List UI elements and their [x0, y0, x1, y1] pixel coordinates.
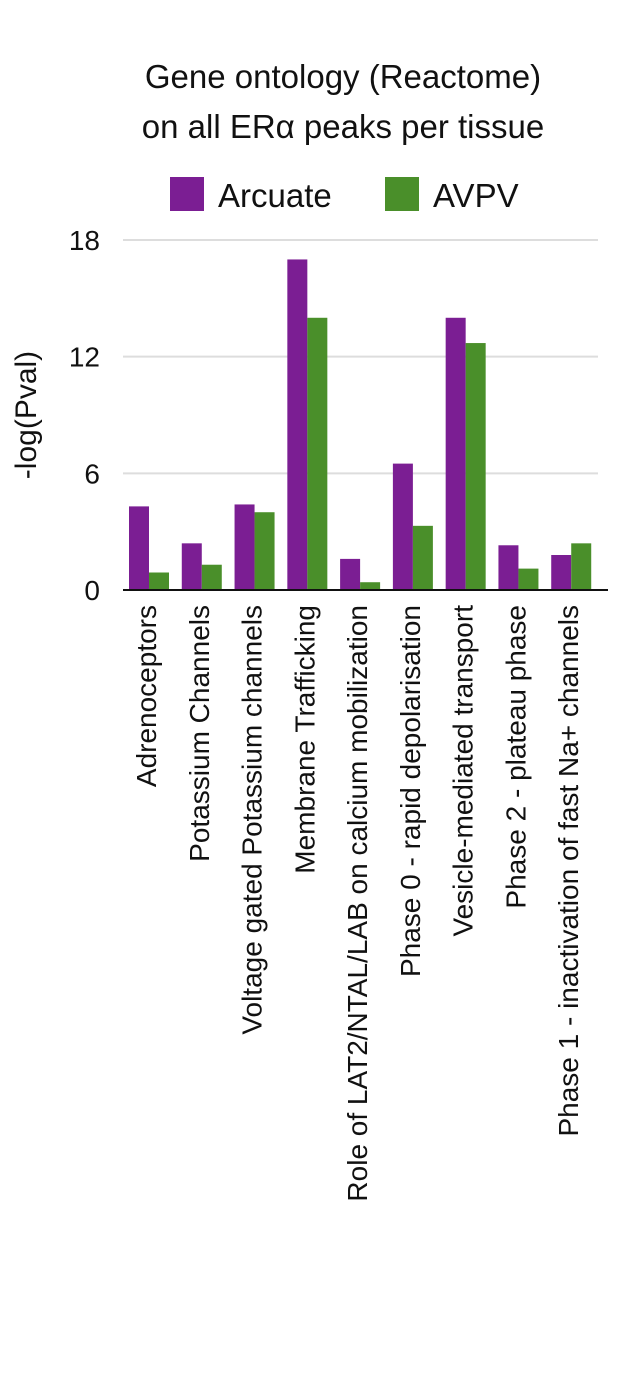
bar-avpv-5: [360, 582, 381, 590]
bar-arcuate-2: [181, 543, 202, 590]
bar-avpv-1: [149, 572, 169, 590]
bar-avpv-4: [307, 317, 328, 590]
bar-arcuate-7: [445, 317, 466, 590]
x-category-label: Adrenoceptors: [131, 605, 162, 787]
x-category-label: Phase 2 - plateau phase: [500, 605, 531, 909]
bar-avpv-2: [201, 564, 222, 590]
x-category-label: Phase 0 - rapid depolarisation: [395, 605, 426, 977]
y-tick-label: 0: [84, 575, 100, 606]
y-axis-ticks: 0 6 12 18: [69, 225, 100, 606]
x-category-label: Potassium Channels: [184, 605, 215, 862]
bar-arcuate-4: [287, 259, 308, 590]
legend-swatch-avpv: [385, 177, 419, 211]
bar-arcuate-8: [498, 545, 519, 590]
legend-swatch-arcuate: [170, 177, 204, 211]
gridlines: [123, 239, 598, 475]
y-tick-label: 6: [84, 458, 100, 489]
x-category-label: Phase 1 - inactivation of fast Na+ chann…: [553, 605, 584, 1137]
x-category-label: Vesicle-mediated transport: [448, 605, 479, 937]
legend-label-arcuate: Arcuate: [218, 177, 332, 214]
x-category-label: Membrane Trafficking: [289, 605, 320, 874]
bar-avpv-8: [518, 568, 539, 590]
bar-arcuate-6: [392, 463, 413, 590]
x-category-label: Voltage gated Potassium channels: [237, 605, 268, 1035]
bars: [129, 259, 592, 590]
bar-avpv-7: [465, 343, 486, 590]
y-tick-label: 18: [69, 225, 100, 256]
y-tick-label: 12: [69, 342, 100, 373]
x-axis-category-labels: Adrenoceptors Potassium Channels Voltage g…: [131, 605, 584, 1202]
bar-arcuate-1: [129, 506, 149, 590]
legend: Arcuate AVPV: [170, 177, 519, 214]
x-category-label: Role of LAT2/NTAL/LAB on calcium mobiliz…: [342, 605, 373, 1202]
bar-arcuate-9: [551, 555, 572, 590]
y-axis-title: -log(Pval): [10, 351, 43, 479]
bar-arcuate-3: [234, 504, 255, 590]
bar-avpv-3: [254, 512, 275, 590]
chart-title-line-1: Gene ontology (Reactome): [145, 58, 541, 95]
bar-avpv-6: [412, 525, 433, 590]
chart-title-line-2: on all ERα peaks per tissue: [142, 108, 544, 145]
bar-arcuate-5: [340, 558, 361, 590]
legend-label-avpv: AVPV: [433, 177, 519, 214]
chart-title: Gene ontology (Reactome) on all ERα peak…: [142, 58, 544, 145]
bar-avpv-9: [571, 543, 592, 590]
